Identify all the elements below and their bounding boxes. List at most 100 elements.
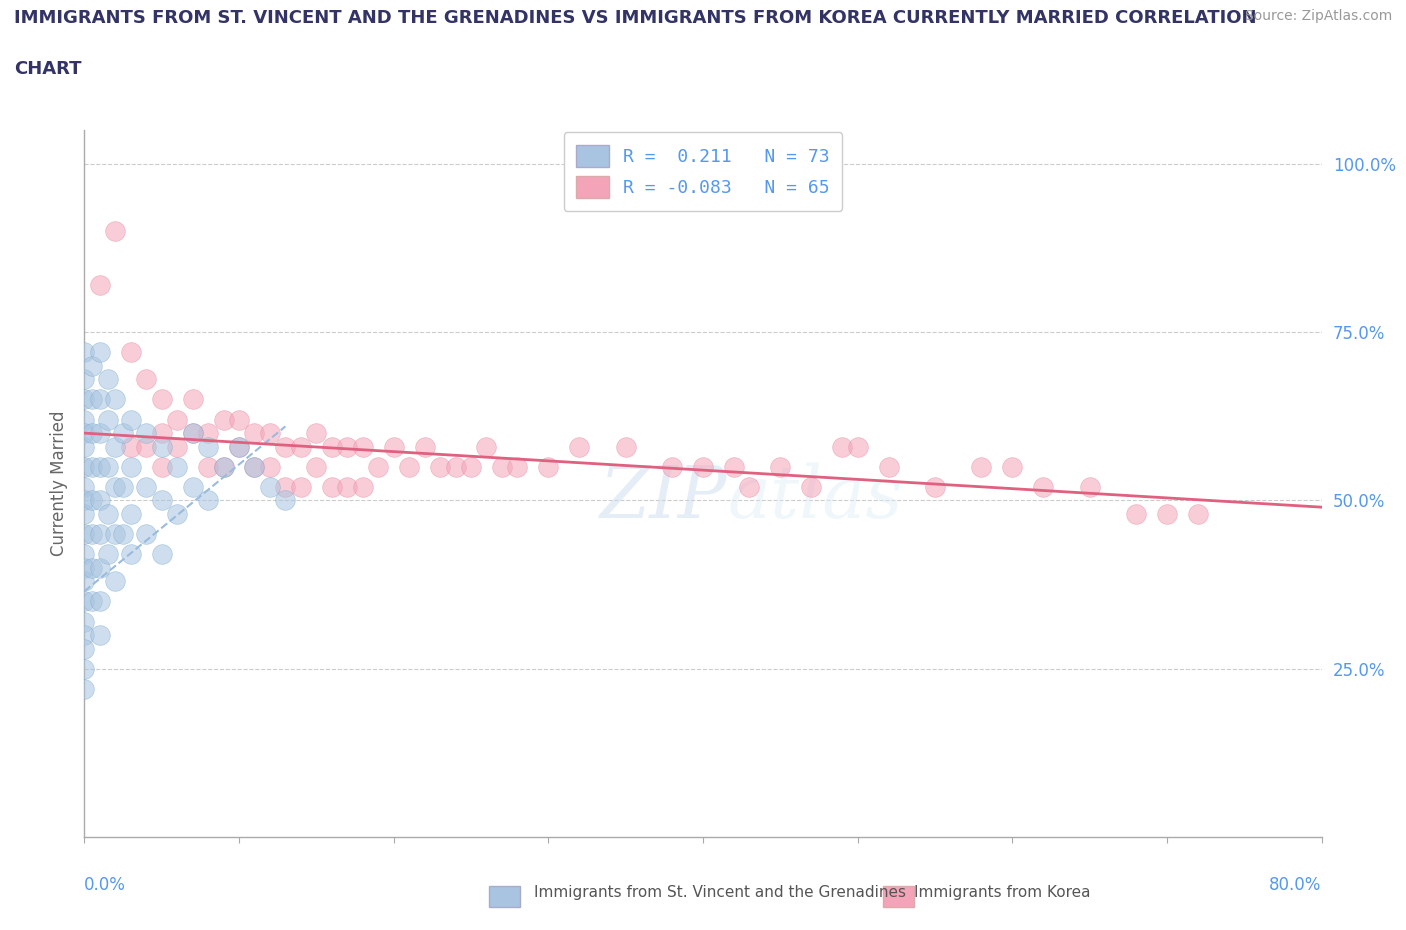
Point <box>135 526 157 541</box>
Point <box>150 439 173 454</box>
Point <box>692 459 714 474</box>
Point <box>120 412 142 427</box>
Point <box>89 345 111 360</box>
Point <box>181 480 204 495</box>
Point <box>723 459 745 474</box>
Point <box>96 507 118 522</box>
Point <box>150 426 173 441</box>
Point <box>82 459 104 474</box>
Point <box>352 439 374 454</box>
Point <box>150 547 173 562</box>
Point <box>96 459 118 474</box>
Point <box>367 459 389 474</box>
Point <box>382 439 405 454</box>
Y-axis label: Currently Married: Currently Married <box>49 411 67 556</box>
Point <box>96 547 118 562</box>
Point <box>305 459 328 474</box>
Point <box>336 439 359 454</box>
Point <box>89 560 111 575</box>
Point <box>259 426 281 441</box>
Point <box>135 372 157 387</box>
Point <box>104 480 127 495</box>
Point <box>429 459 451 474</box>
Point <box>104 392 127 407</box>
Point <box>1032 480 1054 495</box>
Point <box>506 459 529 474</box>
Point <box>150 459 173 474</box>
Point <box>413 439 436 454</box>
Point <box>352 480 374 495</box>
Point <box>135 480 157 495</box>
Point <box>924 480 946 495</box>
Text: Immigrants from St. Vincent and the Grenadines: Immigrants from St. Vincent and the Gren… <box>534 885 907 900</box>
Point <box>166 412 188 427</box>
Text: 80.0%: 80.0% <box>1270 876 1322 894</box>
Point <box>104 526 127 541</box>
Point <box>73 594 96 609</box>
Point <box>82 493 104 508</box>
Point <box>89 628 111 643</box>
Point <box>212 459 235 474</box>
Text: IMMIGRANTS FROM ST. VINCENT AND THE GRENADINES VS IMMIGRANTS FROM KOREA CURRENTL: IMMIGRANTS FROM ST. VINCENT AND THE GREN… <box>14 9 1257 27</box>
Point <box>290 480 312 495</box>
Point <box>73 459 96 474</box>
Point <box>104 439 127 454</box>
Point <box>1187 507 1209 522</box>
Point <box>120 507 142 522</box>
Point <box>181 392 204 407</box>
Point <box>120 547 142 562</box>
Point <box>120 439 142 454</box>
Point <box>290 439 312 454</box>
Point <box>228 439 250 454</box>
Point <box>738 480 761 495</box>
Point <box>89 426 111 441</box>
Point <box>73 493 96 508</box>
Point <box>73 392 96 407</box>
Point <box>73 628 96 643</box>
Text: 0.0%: 0.0% <box>84 876 127 894</box>
Point <box>846 439 869 454</box>
Point <box>120 459 142 474</box>
Point <box>197 459 219 474</box>
Point <box>82 392 104 407</box>
Point <box>537 459 560 474</box>
Point <box>73 614 96 629</box>
Point <box>228 439 250 454</box>
Text: ZIP: ZIP <box>600 462 728 533</box>
Point <box>73 574 96 589</box>
Point <box>96 372 118 387</box>
Point <box>243 459 266 474</box>
Point <box>89 493 111 508</box>
Point <box>82 560 104 575</box>
Point <box>135 439 157 454</box>
Point <box>104 574 127 589</box>
Point <box>614 439 637 454</box>
Text: atlas: atlas <box>728 462 903 533</box>
Point <box>73 426 96 441</box>
Point <box>150 493 173 508</box>
Point <box>831 439 853 454</box>
Point <box>73 560 96 575</box>
Point <box>212 459 235 474</box>
Point <box>150 392 173 407</box>
Point <box>82 594 104 609</box>
Point <box>1125 507 1147 522</box>
Point <box>197 493 219 508</box>
Point <box>1156 507 1178 522</box>
Text: Immigrants from Korea: Immigrants from Korea <box>914 885 1091 900</box>
Point <box>73 439 96 454</box>
Point <box>166 507 188 522</box>
Point <box>568 439 591 454</box>
Point <box>228 412 250 427</box>
Point <box>89 594 111 609</box>
Point <box>444 459 467 474</box>
Point <box>491 459 513 474</box>
Point <box>212 412 235 427</box>
Point <box>274 493 297 508</box>
Point <box>970 459 993 474</box>
Point <box>197 439 219 454</box>
Legend: R =  0.211   N = 73, R = -0.083   N = 65: R = 0.211 N = 73, R = -0.083 N = 65 <box>564 132 842 210</box>
Point <box>73 526 96 541</box>
Point <box>120 345 142 360</box>
Point <box>769 459 792 474</box>
